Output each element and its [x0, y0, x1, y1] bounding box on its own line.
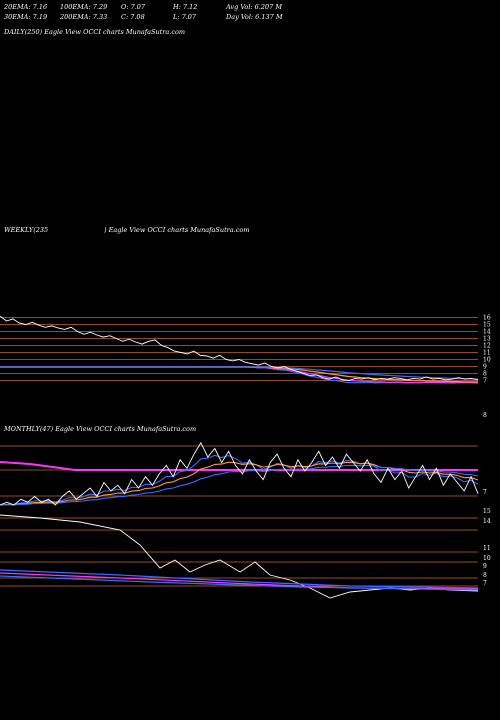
weekly-tick-16: 16 — [483, 315, 491, 322]
low-label: L: 7.07 — [173, 13, 197, 21]
daily-panel-label: DAILY(250) Eagle View OCCI charts Munafa… — [4, 28, 186, 36]
monthly-extra-tick-6: 7 — [483, 580, 487, 587]
monthly-extra-tick-0: 15 — [483, 508, 491, 515]
avg-vol-label: Avg Vol: 6.207 M — [226, 3, 283, 11]
monthly-extra-tick-1: 14 — [483, 518, 491, 525]
monthly-panel-label: MONTHLY(47) Eagle View OCCI charts Munaf… — [4, 425, 197, 433]
monthly-extra-tick-5: 8 — [483, 572, 487, 579]
weekly-tick-13: 13 — [483, 336, 491, 343]
ema100-label: 100EMA: 7.29 — [60, 3, 108, 11]
monthly-ema-2 — [0, 464, 479, 506]
monthly-extra-tick-3: 10 — [483, 555, 491, 562]
ema200-label: 200EMA: 7.33 — [60, 13, 108, 21]
weekly-panel-label-right: ) Eagle View OCCI charts MunafaSutra.com — [104, 226, 250, 234]
weekly-tick-10: 10 — [483, 357, 491, 364]
monthly-price-line — [0, 441, 479, 506]
open-label: O: 7.07 — [121, 3, 146, 11]
monthly-ema-0 — [0, 454, 479, 506]
monthly-extra-tick-4: 9 — [483, 563, 487, 570]
weekly-price-line — [0, 315, 479, 381]
high-label: H: 7.12 — [173, 3, 198, 11]
weekly-tick-7: 7 — [483, 378, 487, 385]
day-vol-label: Day Vol: 6.137 M — [226, 13, 283, 21]
weekly-tick-11: 11 — [483, 350, 491, 357]
ema20-label: 20EMA: 7.16 — [4, 3, 48, 11]
monthly-tick-7: 7 — [483, 489, 487, 496]
weekly-extra-tick: 8 — [483, 412, 487, 419]
weekly-tick-8: 8 — [483, 371, 487, 378]
ema30-label: 30EMA: 7.19 — [4, 13, 48, 21]
weekly-tick-15: 15 — [483, 322, 491, 329]
weekly-panel-label-left: WEEKLY(235 — [4, 226, 49, 234]
monthly-ema-1 — [0, 461, 479, 506]
monthly-extra-tick-2: 11 — [483, 545, 491, 552]
weekly-ema-3 — [0, 366, 479, 380]
weekly-tick-14: 14 — [483, 329, 491, 336]
monthly-lower-ema-0 — [0, 569, 479, 589]
close-label: C: 7.08 — [121, 13, 145, 21]
monthly-lower-ema-2 — [0, 575, 479, 591]
weekly-tick-9: 9 — [483, 364, 487, 371]
weekly-tick-12: 12 — [483, 343, 491, 350]
